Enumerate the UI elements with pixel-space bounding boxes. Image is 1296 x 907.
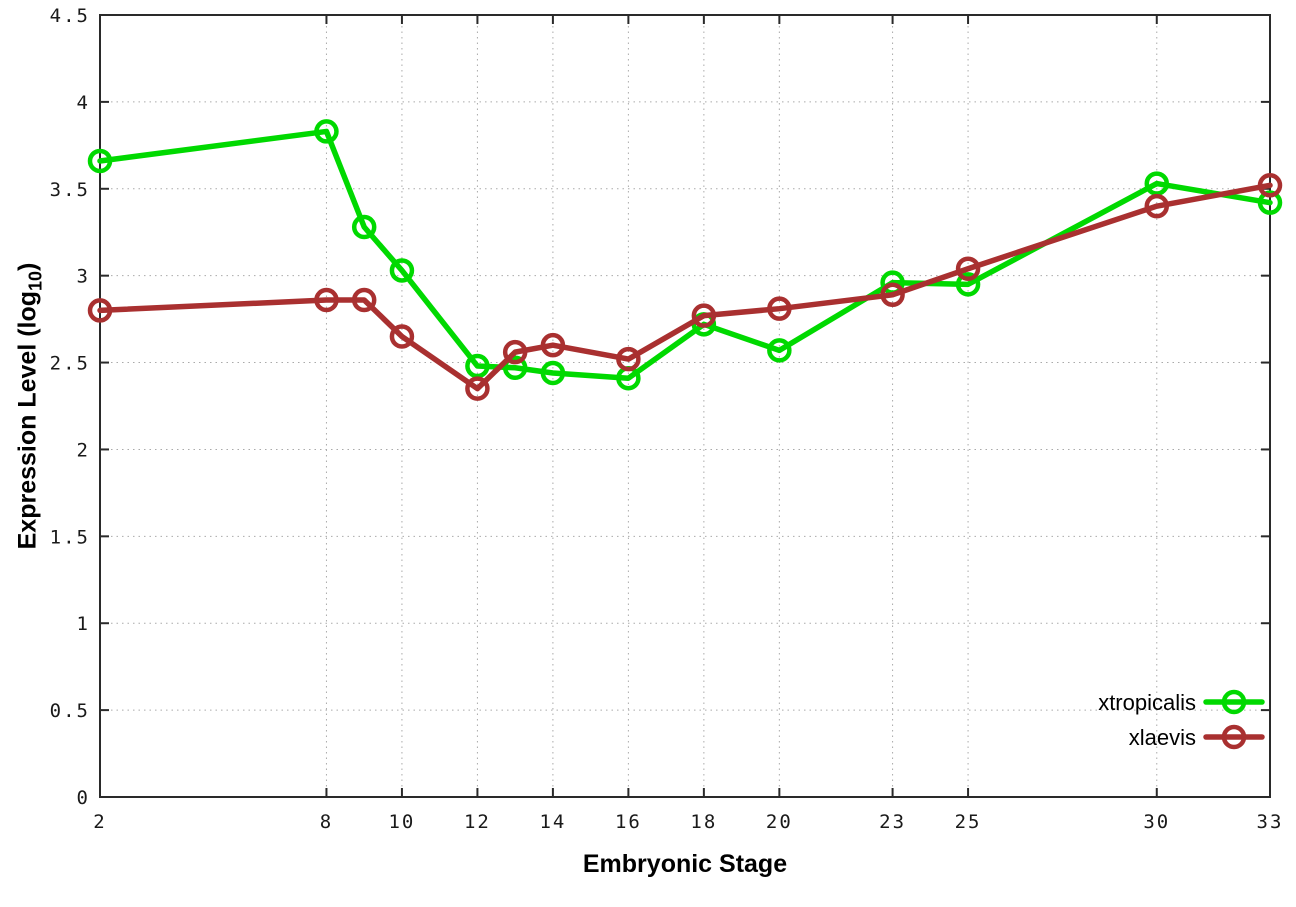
marker-xlaevis-stage-30: [1144, 193, 1170, 219]
marker-xtropicalis-stage-10: [389, 258, 415, 283]
tick-label-x-14: 14: [539, 811, 566, 833]
marker-xlaevis-stage-25: [955, 256, 981, 281]
marker-xtropicalis-stage-8: [314, 119, 339, 144]
legend-label-xlaevis: xlaevis: [1129, 725, 1196, 750]
marker-xtropicalis-stage-12: [465, 353, 490, 379]
marker-xtropicalis-stage-2: [87, 148, 113, 174]
marker-xlaevis-stage-33: [1257, 173, 1283, 198]
marker-xlaevis-stage-18: [691, 303, 717, 328]
plot-border: [99, 14, 1271, 798]
marker-xlaevis-stage-23: [880, 282, 905, 308]
marker-xtropicalis-stage-13: [502, 355, 528, 381]
y-axis-title-close: ): [13, 262, 42, 271]
tick-label-y-2: 2: [77, 439, 90, 461]
tick-label-y-4: 4: [77, 92, 90, 114]
tick-label-x-10: 10: [388, 811, 415, 833]
tick-label-x-33: 33: [1257, 811, 1284, 833]
marker-xtropicalis-stage-14: [540, 360, 566, 386]
tick-label-x-2: 2: [93, 811, 106, 833]
tick-label-x-18: 18: [690, 811, 717, 833]
legend-marker-xlaevis: [1221, 724, 1247, 750]
marker-xtropicalis-stage-20: [767, 338, 792, 363]
y-axis-title-subscript: 10: [25, 270, 46, 291]
marker-xlaevis-stage-10: [389, 324, 415, 349]
marker-xtropicalis-stage-25: [955, 272, 981, 297]
series-line-xtropicalis: [97, 128, 1273, 381]
legend-label-xtropicalis: xtropicalis: [1098, 690, 1196, 715]
y-axis-title-text: Expression Level (log: [13, 290, 42, 550]
marker-xtropicalis-stage-33: [1257, 190, 1283, 215]
marker-xlaevis-stage-8: [314, 287, 339, 313]
tick-label-y-0.5: 0.5: [50, 700, 90, 722]
y-axis-title: Expression Level (log10): [14, 263, 47, 550]
marker-xtropicalis-stage-30: [1144, 171, 1170, 196]
marker-xlaevis-stage-12: [465, 376, 490, 401]
tick-label-y-4.5: 4.5: [50, 5, 90, 27]
marker-xlaevis-stage-13: [502, 339, 528, 365]
tick-label-x-25: 25: [955, 811, 982, 833]
tick-label-y-3.5: 3.5: [50, 179, 90, 201]
tick-label-x-8: 8: [320, 811, 333, 833]
x-axis-title-text: Embryonic Stage: [582, 850, 788, 878]
tick-label-x-16: 16: [615, 811, 642, 833]
tick-label-x-23: 23: [879, 811, 906, 833]
tick-label-x-20: 20: [766, 811, 793, 833]
tick-label-y-0: 0: [77, 787, 90, 809]
marker-xlaevis-stage-14: [540, 332, 566, 358]
tick-label-y-2.5: 2.5: [50, 353, 90, 375]
tick-label-y-3: 3: [77, 266, 90, 288]
marker-xlaevis-stage-2: [87, 298, 113, 323]
tick-label-x-12: 12: [464, 811, 491, 833]
marker-xlaevis-stage-9: [351, 287, 377, 313]
tick-label-y-1.5: 1.5: [50, 526, 90, 548]
legend-marker-xtropicalis: [1221, 689, 1247, 715]
marker-xtropicalis-stage-9: [351, 214, 377, 240]
marker-xlaevis-stage-20: [767, 296, 792, 321]
x-axis-title: Embryonic Stage: [583, 850, 787, 879]
tick-label-x-30: 30: [1143, 811, 1170, 833]
tick-label-y-1: 1: [77, 613, 90, 635]
marker-xlaevis-stage-16: [616, 346, 641, 372]
